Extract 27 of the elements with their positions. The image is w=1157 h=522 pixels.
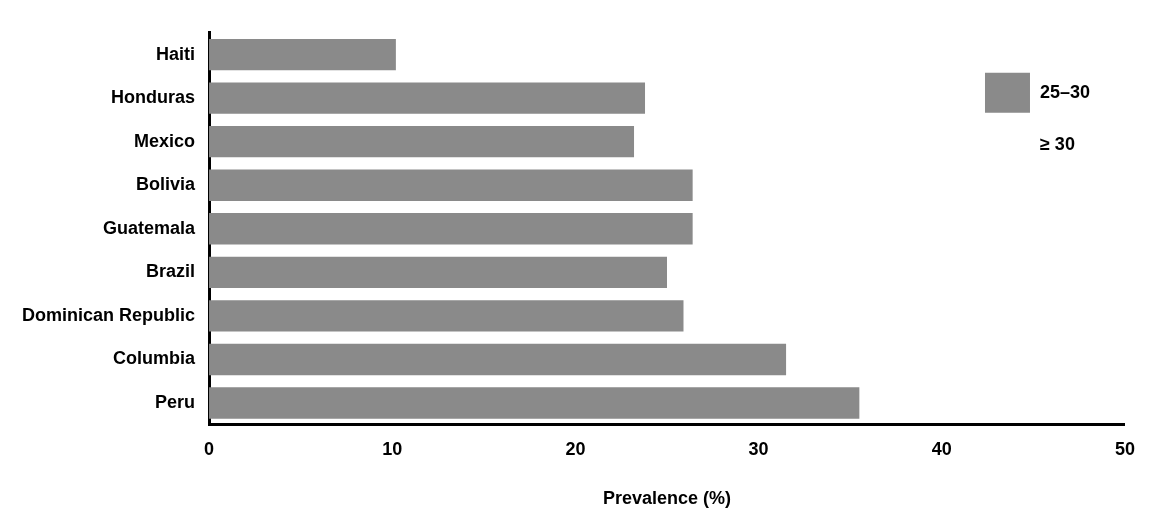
bar bbox=[209, 213, 693, 245]
bar bbox=[209, 169, 693, 201]
y-tick-label: Brazil bbox=[145, 261, 196, 282]
x-tick-label: 50 bbox=[1114, 438, 1135, 459]
y-tick-label: Columbia bbox=[113, 348, 196, 369]
bar bbox=[209, 343, 787, 376]
x-tick-label: 0 bbox=[204, 438, 215, 459]
y-tick-label: Mexico bbox=[133, 130, 196, 151]
x-axis-title: Prevalence (%) bbox=[602, 488, 732, 509]
legend-label: 25–30 bbox=[1039, 81, 1091, 102]
y-tick-label: Peru bbox=[154, 391, 196, 412]
y-tick-label: Guatemala bbox=[102, 217, 196, 238]
x-tick-label: 30 bbox=[748, 438, 769, 459]
y-tick-label: Honduras bbox=[111, 87, 196, 108]
x-tick-label: 10 bbox=[382, 438, 403, 459]
x-tick-label: 40 bbox=[931, 438, 952, 459]
x-tick-label: 20 bbox=[565, 438, 586, 459]
y-tick-label: Haiti bbox=[156, 43, 196, 64]
text: ≥ 30 bbox=[1039, 133, 1075, 154]
bar bbox=[209, 387, 860, 419]
y-tick-label: Dominican Republic bbox=[21, 304, 196, 325]
bar bbox=[209, 126, 635, 158]
bar bbox=[209, 82, 646, 114]
bar bbox=[209, 300, 684, 332]
y-tick-label: Bolivia bbox=[135, 174, 196, 195]
bar bbox=[209, 38, 396, 71]
bar bbox=[209, 256, 668, 289]
